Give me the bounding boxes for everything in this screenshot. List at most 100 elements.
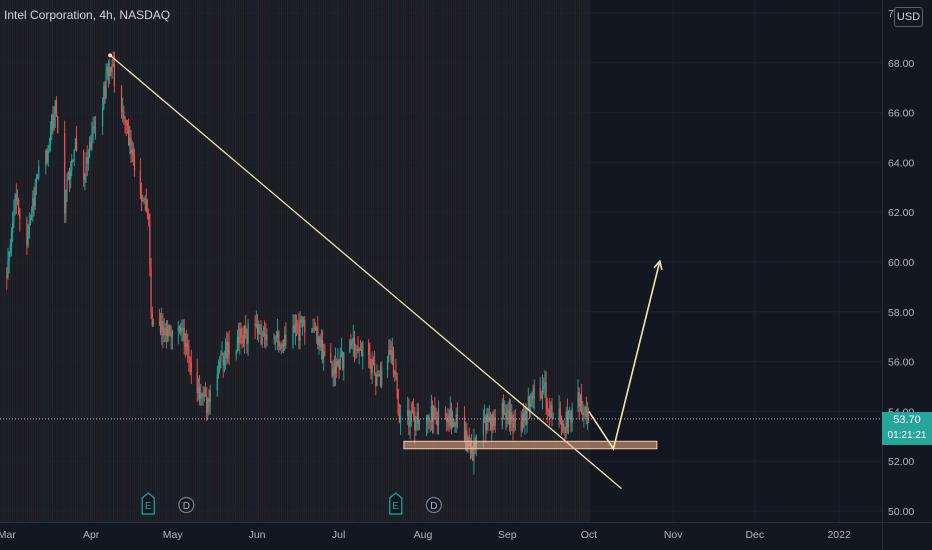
- event-label: D: [183, 501, 190, 512]
- currency-button[interactable]: USD: [894, 7, 923, 27]
- history-shade: [0, 0, 591, 522]
- x-tick-label: Apr: [83, 529, 100, 541]
- candle-body: [280, 344, 282, 349]
- candle-body: [486, 413, 488, 430]
- candle-body: [351, 343, 353, 346]
- candle-body: [507, 409, 509, 414]
- y-tick-label: 60.00: [888, 257, 914, 269]
- candle-body: [223, 356, 225, 366]
- candle-body: [217, 370, 220, 374]
- x-tick-label: 2022: [827, 529, 851, 541]
- candle-body: [171, 330, 173, 338]
- candle-body: [468, 436, 470, 443]
- candle-body: [207, 399, 209, 413]
- candle-body: [324, 351, 326, 354]
- candle-body: [236, 336, 238, 351]
- candle-body: [342, 351, 344, 369]
- candle-body: [449, 408, 451, 427]
- candle-body: [120, 86, 123, 112]
- candle-body: [414, 411, 416, 431]
- candle-body: [570, 410, 572, 423]
- y-tick-label: 58.00: [888, 307, 914, 319]
- candle-body: [353, 337, 356, 349]
- candle-body: [331, 362, 333, 376]
- candle-body: [259, 324, 261, 326]
- candle-body: [565, 411, 567, 434]
- candle-body: [57, 116, 59, 133]
- candle-body: [209, 390, 211, 402]
- candle-body: [199, 387, 201, 399]
- candle-body: [261, 336, 263, 344]
- candle-body: [426, 420, 428, 424]
- candle-body: [349, 340, 351, 353]
- candle-body: [582, 412, 584, 415]
- candle-body: [450, 408, 453, 428]
- candle-body: [390, 350, 392, 362]
- candle-body: [368, 342, 370, 355]
- dividend-marker[interactable]: D: [425, 496, 442, 514]
- candle-body: [13, 209, 15, 223]
- candle-body: [389, 349, 391, 351]
- candle-body: [427, 415, 429, 421]
- candle-body: [51, 115, 53, 133]
- candle-body: [240, 328, 242, 335]
- candle-body: [169, 325, 171, 334]
- candle-body: [228, 342, 230, 356]
- candle-body: [413, 411, 415, 413]
- candle-body: [109, 67, 111, 77]
- candle-body: [524, 408, 526, 421]
- candle-body: [52, 115, 54, 129]
- event-label: E: [392, 501, 399, 512]
- candle-body: [139, 171, 141, 195]
- candle-body: [26, 219, 28, 246]
- candle-body: [7, 261, 9, 278]
- candle-body: [580, 395, 583, 412]
- candle-body: [239, 328, 241, 344]
- candle-body: [433, 406, 435, 421]
- candle-body: [502, 403, 505, 415]
- candle-body: [48, 143, 50, 146]
- candle-body: [260, 324, 262, 344]
- candle-body: [208, 399, 210, 402]
- candle-body: [104, 85, 106, 98]
- candle-body: [429, 420, 431, 422]
- candle-body: [350, 340, 352, 346]
- earnings-marker[interactable]: E: [141, 492, 155, 515]
- candle-body: [278, 331, 280, 347]
- candle-body: [35, 177, 37, 184]
- y-tick-label: 64.00: [888, 157, 914, 169]
- dividend-marker[interactable]: D: [178, 496, 195, 514]
- candle-body: [47, 145, 49, 163]
- candle-body: [588, 415, 590, 417]
- candle-body: [71, 160, 73, 170]
- candle-body: [201, 393, 203, 395]
- candle-body: [577, 392, 579, 409]
- event-label: E: [145, 501, 152, 512]
- candle-body: [102, 107, 104, 127]
- earnings-icon: [141, 492, 155, 515]
- candle-body: [379, 374, 382, 386]
- candle-body: [545, 382, 547, 402]
- candle-body: [189, 358, 191, 363]
- candle-body: [105, 72, 107, 98]
- candle-body: [510, 411, 512, 425]
- candle-body: [6, 274, 8, 278]
- candle-body: [316, 327, 318, 331]
- candle-body: [246, 333, 248, 345]
- candle-body: [15, 194, 17, 201]
- candle-body: [219, 362, 221, 371]
- candle-body: [435, 410, 437, 421]
- x-tick-label: Dec: [745, 529, 764, 541]
- candle-body: [243, 326, 246, 344]
- candle-body: [430, 406, 432, 422]
- candle-body: [562, 423, 564, 426]
- candle-body: [333, 368, 335, 374]
- candle-body: [579, 395, 581, 407]
- candle-body: [297, 325, 299, 327]
- earnings-marker[interactable]: E: [389, 492, 403, 515]
- x-tick-label: Jun: [249, 529, 266, 541]
- candle-body: [238, 336, 240, 344]
- candle-body: [129, 137, 131, 145]
